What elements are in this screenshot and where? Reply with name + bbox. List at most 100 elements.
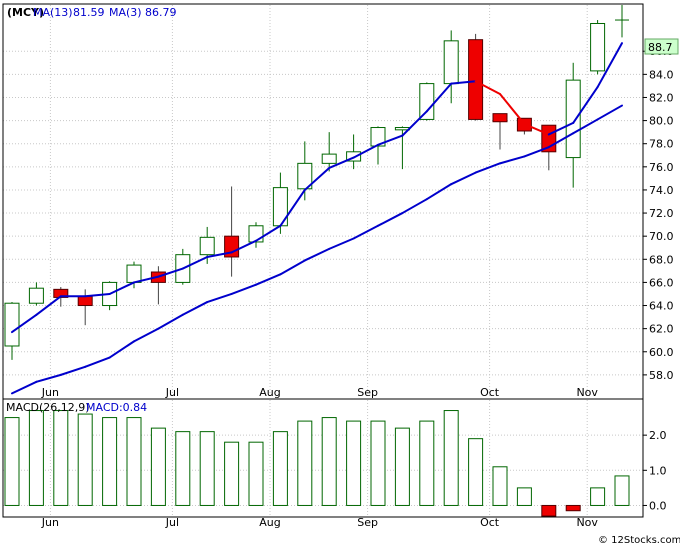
macd-bar-positive	[443, 410, 459, 506]
month-label-price: Nov	[576, 386, 598, 399]
moving-average-lines	[11, 42, 623, 395]
candle-up	[443, 40, 459, 85]
price-tick-label: 68.0	[649, 253, 674, 266]
macd-bar-negative	[565, 504, 581, 512]
macd-tick-label: 2.0	[649, 429, 667, 442]
candle-up	[248, 225, 264, 243]
ma13-line-segment	[230, 283, 257, 295]
ma3-line-segment	[206, 251, 233, 258]
candles	[4, 5, 629, 360]
ma13-line-segment	[303, 247, 331, 262]
ma13-value: 81.59	[73, 6, 105, 19]
macd-bar-positive	[150, 427, 166, 506]
month-label-price: Oct	[480, 386, 500, 399]
macd-bar-positive	[321, 417, 337, 506]
candle-down	[77, 295, 93, 307]
ma3-value: 86.79	[145, 6, 177, 19]
ma3-line-segment	[108, 281, 135, 295]
candle-up	[565, 79, 581, 159]
ma3-line-segment	[499, 93, 526, 126]
candle-up	[199, 236, 215, 256]
ma13-line-segment	[596, 104, 623, 121]
ma3-line-segment	[352, 143, 379, 159]
ma13-line-segment	[474, 162, 501, 174]
macd-bar-positive	[492, 466, 508, 506]
price-tick-label: 74.0	[649, 184, 674, 197]
candle-up	[4, 302, 20, 347]
price-tick-label: 60.0	[649, 346, 674, 359]
price-tick-label: 66.0	[649, 276, 674, 289]
macd-grid	[3, 400, 647, 516]
macd-bar-positive	[175, 431, 191, 506]
ma13-line-segment	[352, 224, 379, 240]
ma3-line-segment	[133, 275, 160, 284]
ma13-line-segment	[547, 132, 575, 149]
candle-up	[28, 287, 44, 304]
month-label-macd: Jul	[165, 516, 179, 529]
ma3-line-segment	[450, 80, 477, 85]
ma13-line-segment	[328, 237, 355, 250]
month-label-macd: Nov	[576, 516, 598, 529]
last-price-badge: 88.7	[644, 38, 679, 55]
ma13-line-segment	[181, 301, 209, 316]
macd-bar-positive	[370, 420, 386, 506]
ticker-label: (MCY)	[7, 6, 44, 19]
ma3-line-segment	[11, 313, 38, 334]
footer-credit: © 12Stocks.com	[598, 535, 680, 546]
ma13-line-segment	[11, 380, 38, 395]
price-tick-label: 64.0	[649, 300, 674, 313]
month-label-price: Jun	[41, 386, 59, 399]
macd-bar-positive	[516, 487, 532, 506]
ma13-line-segment	[425, 183, 453, 201]
ma3-line-segment	[523, 123, 550, 136]
ma3-line-segment	[303, 166, 331, 191]
macd-title: MACD(26,12,9)	[6, 401, 90, 414]
price-panel-frame	[2, 3, 644, 400]
candle-up	[346, 151, 362, 162]
ma13-line-segment	[133, 327, 160, 343]
ma13-line-segment	[206, 292, 233, 304]
ma13-line-segment	[108, 340, 135, 359]
ma13-line-segment	[59, 365, 87, 376]
price-grid	[3, 5, 647, 398]
price-tick-label: 70.0	[649, 230, 674, 243]
macd-bar-positive	[419, 420, 435, 506]
month-label-macd: Jun	[41, 516, 59, 529]
month-label-price: Jul	[165, 386, 179, 399]
price-tick-label: 58.0	[649, 369, 674, 382]
macd-bar-positive	[4, 417, 20, 506]
ma13-line-segment	[377, 212, 404, 227]
ma13-line-segment	[279, 259, 306, 276]
macd-bar-positive	[126, 417, 142, 506]
macd-value-label: MACD:0.84	[86, 401, 147, 414]
macd-bar-positive	[468, 438, 484, 506]
price-tick-label: 72.0	[649, 207, 674, 220]
macd-bar-negative	[541, 504, 557, 517]
ma3-line-segment	[230, 239, 257, 254]
ma13-line-segment	[157, 313, 184, 330]
ma13-line-segment	[401, 198, 428, 215]
candle-up	[590, 22, 606, 72]
candle-up	[321, 153, 337, 164]
macd-bar-positive	[28, 410, 44, 506]
candle-up	[370, 127, 386, 147]
ma13-line-segment	[499, 155, 526, 165]
ma3-line-segment	[377, 134, 404, 146]
price-tick-label: 78.0	[649, 138, 674, 151]
macd-header: MACD(26,12,9) MACD:0.84	[6, 401, 147, 414]
price-tick-label: 82.0	[649, 91, 674, 104]
ma3-line-segment	[547, 121, 575, 136]
macd-bar-positive	[224, 441, 240, 506]
price-tick-label: 84.0	[649, 68, 674, 81]
chart-header: (MCY) MA(13) 81.59 MA(3) 86.79	[7, 6, 177, 19]
ma13-line-segment	[35, 373, 62, 383]
macd-tick-label: 1.0	[649, 464, 667, 477]
price-tick-label: 62.0	[649, 323, 674, 336]
macd-bar-positive	[53, 410, 69, 506]
macd-bar-positive	[77, 413, 93, 506]
ma3-line-segment	[181, 255, 209, 270]
ma3-line-segment	[596, 42, 623, 89]
ma3-line-segment	[474, 80, 501, 96]
